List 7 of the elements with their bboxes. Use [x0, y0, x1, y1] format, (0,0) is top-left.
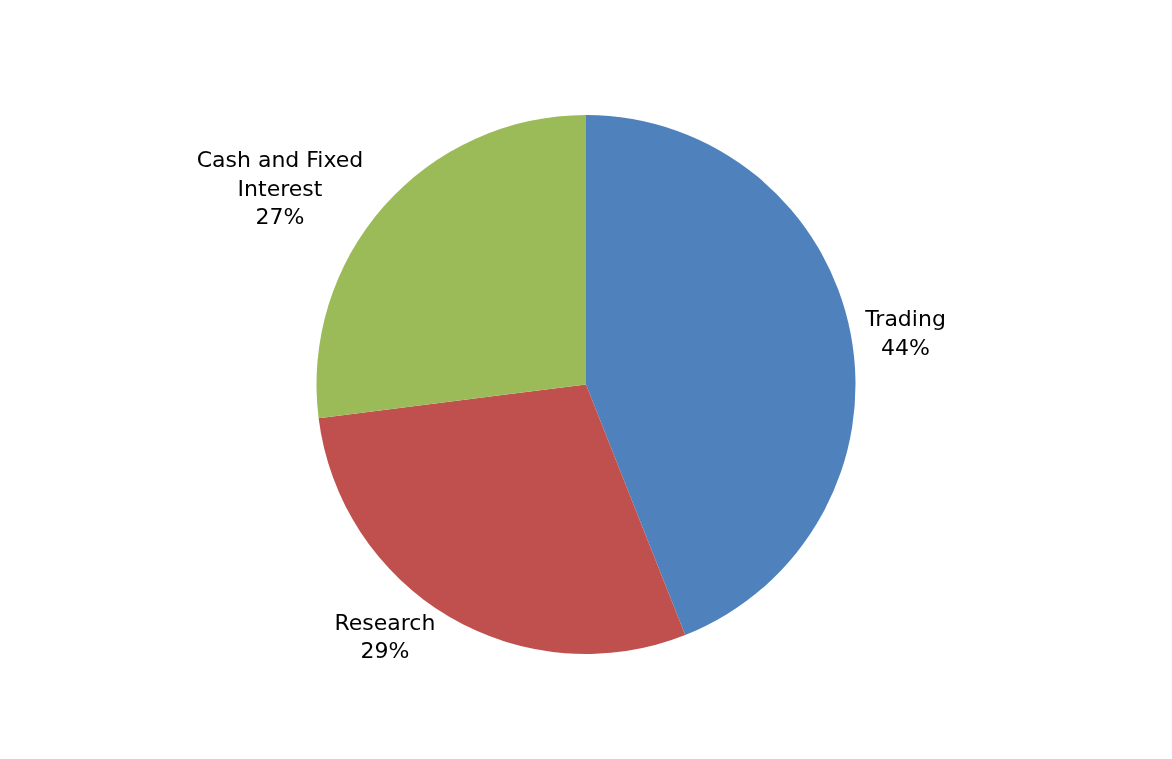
slice-label: Research: [334, 609, 436, 635]
data-label: 44%: [881, 334, 930, 360]
data-label: 29%: [360, 638, 410, 664]
slice-label: Cash and Fixed Interest: [196, 147, 364, 201]
data-label: 27%: [255, 204, 305, 230]
pie-slice: [586, 115, 855, 636]
slice-label: Trading: [864, 306, 946, 332]
